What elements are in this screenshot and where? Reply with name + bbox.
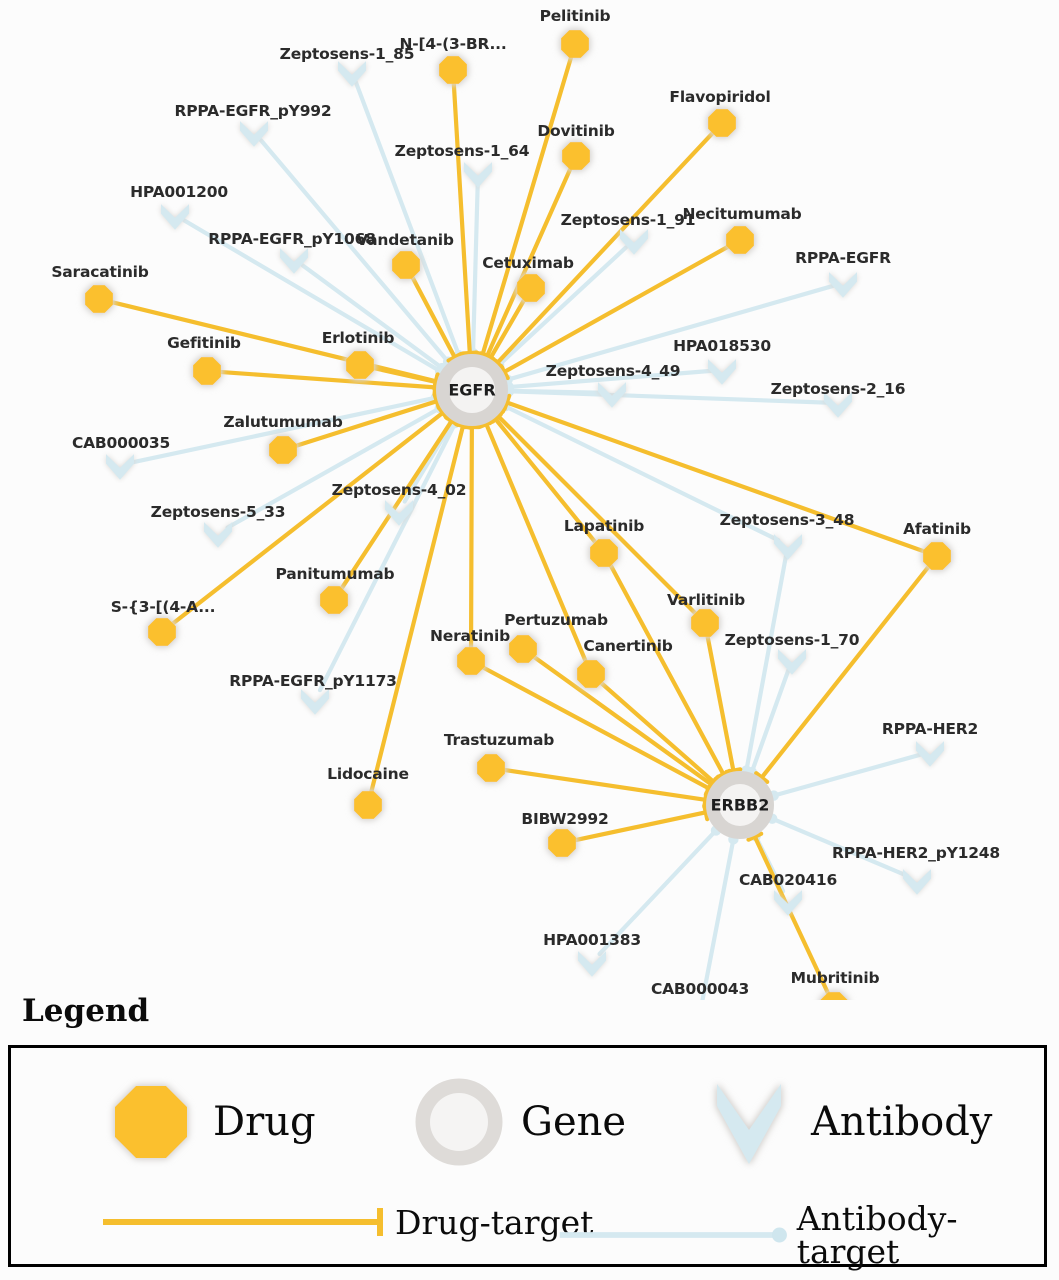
drug-node[interactable]	[346, 351, 374, 379]
octagon-icon	[115, 1086, 187, 1158]
tee-line-icon	[103, 1208, 383, 1236]
drug-node[interactable]	[590, 539, 618, 567]
drug-target-edge	[570, 803, 710, 843]
drug-node[interactable]	[439, 56, 467, 84]
antibody-target-edge	[258, 138, 454, 367]
drug-target-edge	[368, 422, 472, 797]
antibody-target-edge	[300, 263, 448, 374]
drug-target-edge	[499, 767, 709, 809]
network-canvas	[85, 30, 951, 1000]
antibody-node[interactable]	[161, 204, 189, 230]
legend-item-gene: Gene	[411, 1072, 626, 1172]
antibody-node[interactable]	[578, 951, 606, 977]
drug-node[interactable]	[517, 274, 545, 302]
drug-node[interactable]	[561, 30, 589, 58]
drug-target-edge	[477, 419, 589, 666]
antibody-node[interactable]	[903, 869, 931, 895]
drug-target-edge	[754, 562, 933, 784]
drug-node[interactable]	[562, 142, 590, 170]
drug-node[interactable]	[269, 436, 297, 464]
legend-item-drug-target: Drug-target	[99, 1202, 593, 1242]
antibody-node[interactable]	[385, 500, 413, 526]
drug-node[interactable]	[193, 357, 221, 385]
antibody-node[interactable]	[774, 890, 802, 916]
legend-label-drug: Drug	[213, 1099, 316, 1145]
drug-node[interactable]	[577, 660, 605, 688]
circle-ring-icon	[415, 1078, 503, 1166]
dot-line-icon	[559, 1227, 787, 1243]
drug-target-edge	[498, 243, 733, 381]
antibody-node[interactable]	[778, 649, 806, 675]
antibody-target-edge	[768, 752, 922, 801]
drug-node[interactable]	[820, 992, 848, 1000]
gene-label: EGFR	[448, 380, 496, 400]
drug-node[interactable]	[548, 829, 576, 857]
legend-item-antibody: Antibody	[701, 1072, 992, 1172]
drug-node[interactable]	[726, 226, 754, 254]
antibody-node[interactable]	[774, 534, 802, 560]
legend-label-antibody-target: Antibody-target	[796, 1199, 958, 1271]
antibody-target-edge	[503, 386, 830, 405]
antibody-node[interactable]	[824, 392, 852, 418]
antibody-node[interactable]	[829, 272, 857, 298]
drug-target-edge	[491, 409, 700, 618]
legend-edges-row: Drug-target Antibody-target	[11, 1198, 1044, 1268]
legend-box: Drug Gene Antibody	[8, 1045, 1047, 1268]
drug-node[interactable]	[923, 542, 951, 570]
antibody-node[interactable]	[598, 382, 626, 408]
antibody-target-edge	[500, 401, 781, 543]
antibody-node[interactable]	[620, 229, 648, 255]
drug-target-edge	[502, 393, 929, 555]
antibody-target-edge	[767, 813, 909, 878]
antibody-node[interactable]	[708, 359, 736, 385]
gene-node[interactable]	[436, 354, 508, 426]
drug-node[interactable]	[509, 635, 537, 663]
drug-target-edge	[704, 631, 743, 775]
gene-node[interactable]	[706, 771, 774, 839]
drug-target-edge	[529, 653, 718, 793]
nodes-layer	[85, 30, 951, 1000]
antibody-node[interactable]	[106, 454, 134, 480]
drug-target-edge	[490, 128, 717, 370]
drug-target-edge	[409, 272, 464, 363]
drug-node[interactable]	[691, 609, 719, 637]
legend-label-gene: Gene	[521, 1099, 627, 1145]
drug-target-edge	[597, 679, 721, 790]
chevron-v-icon	[717, 1084, 781, 1164]
drug-node[interactable]	[354, 791, 382, 819]
antibody-target-edge	[700, 834, 739, 1000]
drug-node[interactable]	[708, 109, 736, 137]
antibody-target-edge	[503, 368, 714, 393]
antibody-node[interactable]	[204, 522, 232, 548]
drug-node[interactable]	[457, 647, 485, 675]
legend-label-antibody: Antibody	[811, 1099, 993, 1145]
legend-item-antibody-target: Antibody-target	[556, 1202, 1044, 1268]
drug-node[interactable]	[392, 251, 420, 279]
drug-target-edge	[482, 295, 528, 364]
legend-shapes-row: Drug Gene Antibody	[11, 1064, 1044, 1184]
legend-item-drug: Drug	[103, 1072, 316, 1172]
antibody-node[interactable]	[240, 121, 268, 147]
drug-node[interactable]	[148, 618, 176, 646]
drug-target-edge	[215, 369, 438, 397]
antibody-target-edge	[502, 283, 835, 385]
drug-node[interactable]	[85, 285, 113, 313]
antibody-target-edge	[597, 825, 722, 957]
drug-target-edge	[168, 405, 450, 628]
legend-title: Legend	[22, 993, 150, 1029]
edges-layer	[107, 52, 933, 1000]
drug-target-edge	[462, 424, 481, 653]
antibody-node[interactable]	[338, 61, 366, 87]
drug-node[interactable]	[477, 754, 505, 782]
antibody-node[interactable]	[280, 248, 308, 274]
antibody-node[interactable]	[464, 162, 492, 188]
gene-label: ERBB2	[710, 795, 770, 815]
antibody-node[interactable]	[916, 741, 944, 767]
antibody-target-edge	[317, 417, 461, 693]
drug-target-edge	[487, 412, 600, 547]
antibody-node[interactable]	[301, 689, 329, 715]
drug-target-edge	[746, 831, 832, 999]
drug-node[interactable]	[320, 586, 348, 614]
